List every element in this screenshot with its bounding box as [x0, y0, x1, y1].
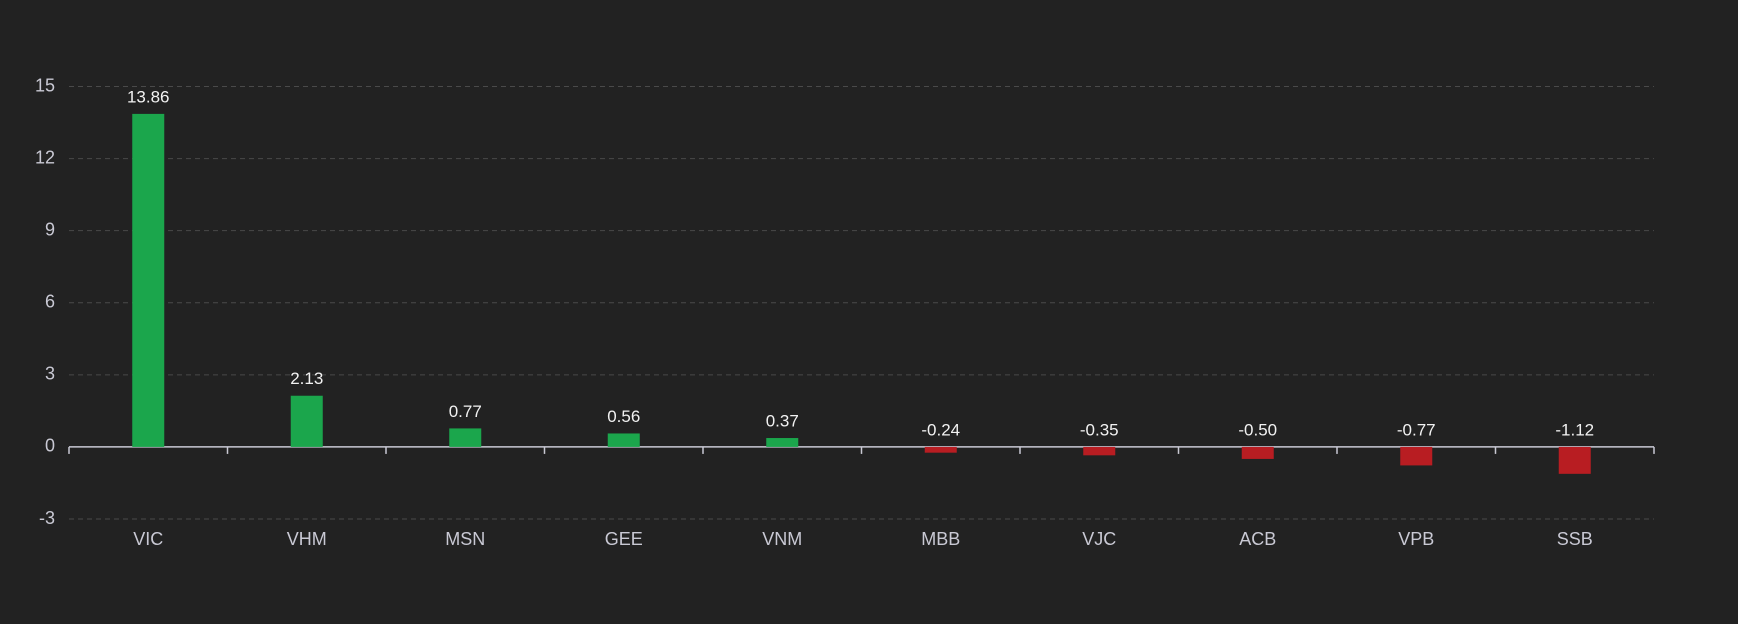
- bar: [924, 446, 957, 453]
- y-tick-label: 3: [45, 364, 55, 384]
- value-label: -1.12: [1555, 420, 1594, 439]
- y-tick-label: 0: [45, 436, 55, 456]
- bar: [1083, 446, 1116, 456]
- value-label: -0.50: [1238, 420, 1277, 439]
- x-tick-label: VIC: [133, 529, 163, 549]
- bar: [607, 433, 640, 447]
- x-tick-label: MBB: [921, 529, 960, 549]
- x-tick-label: SSB: [1557, 529, 1593, 549]
- bar: [1558, 446, 1591, 474]
- value-label: 0.77: [449, 402, 482, 421]
- x-tick-label: GEE: [605, 529, 643, 549]
- x-tick-label: VNM: [762, 529, 802, 549]
- y-tick-label: 12: [35, 147, 55, 167]
- x-tick-label: VPB: [1398, 529, 1434, 549]
- x-tick-label: MSN: [445, 529, 485, 549]
- y-tick-label: -3: [39, 508, 55, 528]
- x-tick-label: VHM: [287, 529, 327, 549]
- bar: [132, 113, 165, 447]
- x-tick-label: ACB: [1239, 529, 1276, 549]
- bar: [1241, 446, 1274, 459]
- value-label: 2.13: [290, 369, 323, 388]
- y-tick-label: 9: [45, 219, 55, 239]
- bar: [1400, 446, 1433, 466]
- x-tick-label: VJC: [1082, 529, 1116, 549]
- bar: [290, 395, 323, 447]
- value-label: -0.35: [1080, 420, 1119, 439]
- value-label: -0.24: [921, 420, 960, 439]
- value-label: 0.37: [766, 412, 799, 431]
- value-label: 0.56: [607, 407, 640, 426]
- y-tick-label: 6: [45, 292, 55, 312]
- bar: [766, 438, 799, 447]
- bar: [449, 428, 482, 447]
- value-label: 13.86: [127, 87, 170, 106]
- value-label: -0.77: [1397, 420, 1436, 439]
- y-tick-label: 15: [35, 75, 55, 95]
